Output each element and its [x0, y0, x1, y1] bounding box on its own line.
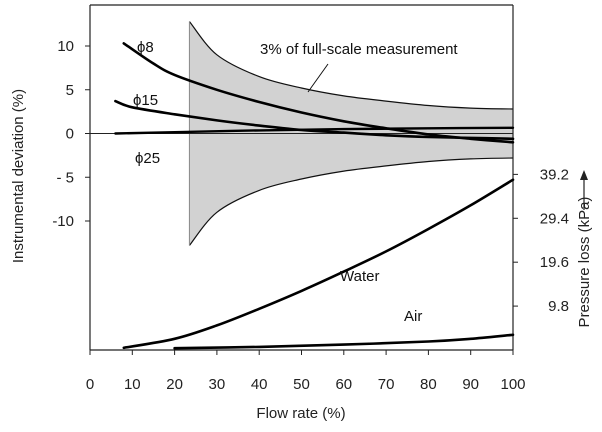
tolerance-band-leader-line [307, 63, 329, 93]
tolerance-band-lower-edge [188, 157, 514, 246]
y-right-tick-label: 29.4 [540, 210, 569, 227]
pressure-line-air [173, 333, 515, 350]
x-tick-label: 60 [335, 376, 352, 393]
x-tick-label: 50 [293, 376, 310, 393]
x-tick-label: 70 [378, 376, 395, 393]
pressure-label-water: Water [340, 268, 379, 285]
pressure-label-air: Air [404, 308, 422, 325]
labels-layer: ϕ8 ϕ15 ϕ25 Water Air 3% of full-scale measure… [133, 39, 458, 325]
series-label-2: ϕ15 [133, 92, 158, 109]
x-tick-label: 40 [251, 376, 268, 393]
x-tick-label: 20 [166, 376, 183, 393]
tolerance-band-label: 3% of full-scale measurement [260, 41, 458, 58]
series-layer [114, 42, 515, 350]
x-axis-title: Flow rate (%) [256, 405, 345, 422]
y-left-tick-label: - 5 [56, 169, 74, 186]
y-left-tick-label: 0 [66, 126, 74, 143]
y-left-tick-label: -10 [52, 213, 74, 230]
x-tick-label: 100 [500, 376, 525, 393]
y-right-tick-label: 39.2 [540, 166, 569, 183]
y-right-tick-label: 9.8 [548, 298, 569, 315]
x-tick-label: 0 [86, 376, 94, 393]
y-left-axis-title: Instrumental deviation (%) [10, 89, 27, 263]
series-label-3: ϕ25 [135, 150, 160, 167]
x-tick-label: 80 [420, 376, 437, 393]
x-tick-label: 10 [124, 376, 141, 393]
series-label-1: ϕ8 [137, 39, 154, 56]
x-tick-label: 90 [462, 376, 479, 393]
y-right-tick-label: 19.6 [540, 254, 569, 271]
pressure-axis-arrow-head [580, 170, 588, 180]
y-left-tick-label: 5 [66, 82, 74, 99]
series-line-3 [114, 126, 515, 135]
y-right-axis-title: Pressure loss (kPa) [576, 197, 593, 328]
y-left-tick-label: 10 [57, 38, 74, 55]
x-tick-label: 30 [209, 376, 226, 393]
tolerance-band-upper-edge [188, 21, 514, 110]
pressure-line-water [122, 178, 515, 350]
series-line-1 [122, 42, 515, 144]
